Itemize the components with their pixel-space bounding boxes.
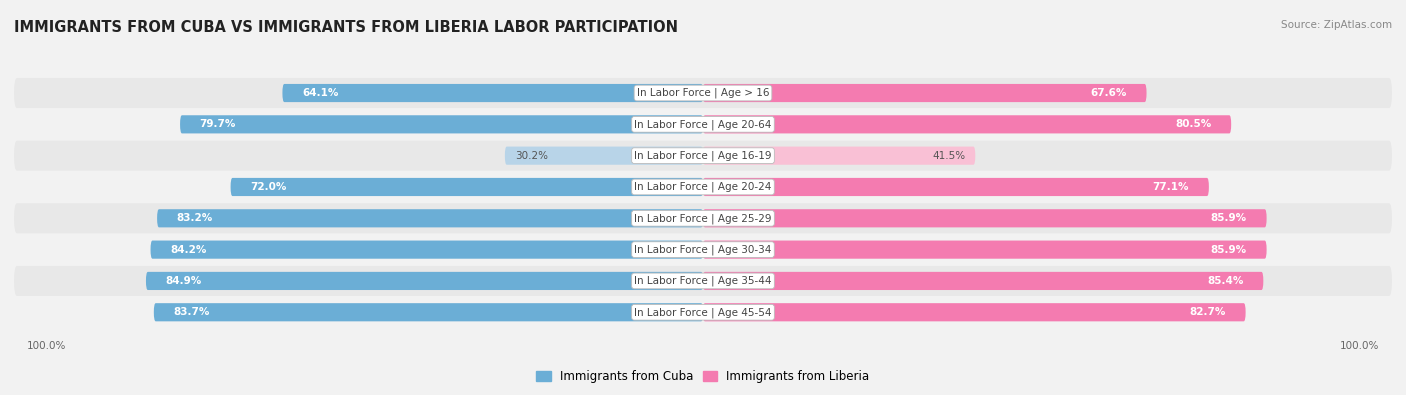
Text: In Labor Force | Age 16-19: In Labor Force | Age 16-19 [634,150,772,161]
Text: Source: ZipAtlas.com: Source: ZipAtlas.com [1281,20,1392,30]
FancyBboxPatch shape [14,203,1392,233]
FancyBboxPatch shape [703,241,1267,259]
Text: In Labor Force | Age 25-29: In Labor Force | Age 25-29 [634,213,772,224]
Text: 79.7%: 79.7% [200,119,236,129]
FancyBboxPatch shape [153,303,703,322]
FancyBboxPatch shape [14,78,1392,108]
Text: In Labor Force | Age 30-34: In Labor Force | Age 30-34 [634,245,772,255]
Text: In Labor Force | Age > 16: In Labor Force | Age > 16 [637,88,769,98]
Text: 77.1%: 77.1% [1153,182,1189,192]
FancyBboxPatch shape [180,115,703,134]
FancyBboxPatch shape [703,178,1209,196]
FancyBboxPatch shape [703,84,1146,102]
Text: 67.6%: 67.6% [1091,88,1126,98]
FancyBboxPatch shape [703,209,1267,228]
Text: 85.9%: 85.9% [1211,245,1247,255]
FancyBboxPatch shape [157,209,703,228]
FancyBboxPatch shape [14,141,1392,171]
Text: 85.9%: 85.9% [1211,213,1247,223]
FancyBboxPatch shape [703,303,1246,322]
Text: In Labor Force | Age 20-24: In Labor Force | Age 20-24 [634,182,772,192]
FancyBboxPatch shape [703,147,976,165]
Text: 41.5%: 41.5% [932,150,966,161]
FancyBboxPatch shape [146,272,703,290]
Text: 80.5%: 80.5% [1175,119,1212,129]
Text: 82.7%: 82.7% [1189,307,1226,317]
Text: In Labor Force | Age 35-44: In Labor Force | Age 35-44 [634,276,772,286]
Text: 84.2%: 84.2% [170,245,207,255]
Text: 84.9%: 84.9% [166,276,202,286]
FancyBboxPatch shape [150,241,703,259]
Text: In Labor Force | Age 20-64: In Labor Force | Age 20-64 [634,119,772,130]
FancyBboxPatch shape [231,178,703,196]
FancyBboxPatch shape [283,84,703,102]
Text: 30.2%: 30.2% [515,150,548,161]
FancyBboxPatch shape [14,109,1392,139]
FancyBboxPatch shape [14,266,1392,296]
Text: 83.7%: 83.7% [173,307,209,317]
FancyBboxPatch shape [703,115,1232,134]
Text: 72.0%: 72.0% [250,182,287,192]
FancyBboxPatch shape [14,235,1392,265]
Text: IMMIGRANTS FROM CUBA VS IMMIGRANTS FROM LIBERIA LABOR PARTICIPATION: IMMIGRANTS FROM CUBA VS IMMIGRANTS FROM … [14,20,678,35]
Text: 85.4%: 85.4% [1208,276,1244,286]
FancyBboxPatch shape [505,147,703,165]
FancyBboxPatch shape [14,297,1392,327]
FancyBboxPatch shape [14,172,1392,202]
FancyBboxPatch shape [703,272,1264,290]
Text: 83.2%: 83.2% [177,213,214,223]
Text: In Labor Force | Age 45-54: In Labor Force | Age 45-54 [634,307,772,318]
Text: 64.1%: 64.1% [302,88,339,98]
Legend: Immigrants from Cuba, Immigrants from Liberia: Immigrants from Cuba, Immigrants from Li… [531,366,875,388]
